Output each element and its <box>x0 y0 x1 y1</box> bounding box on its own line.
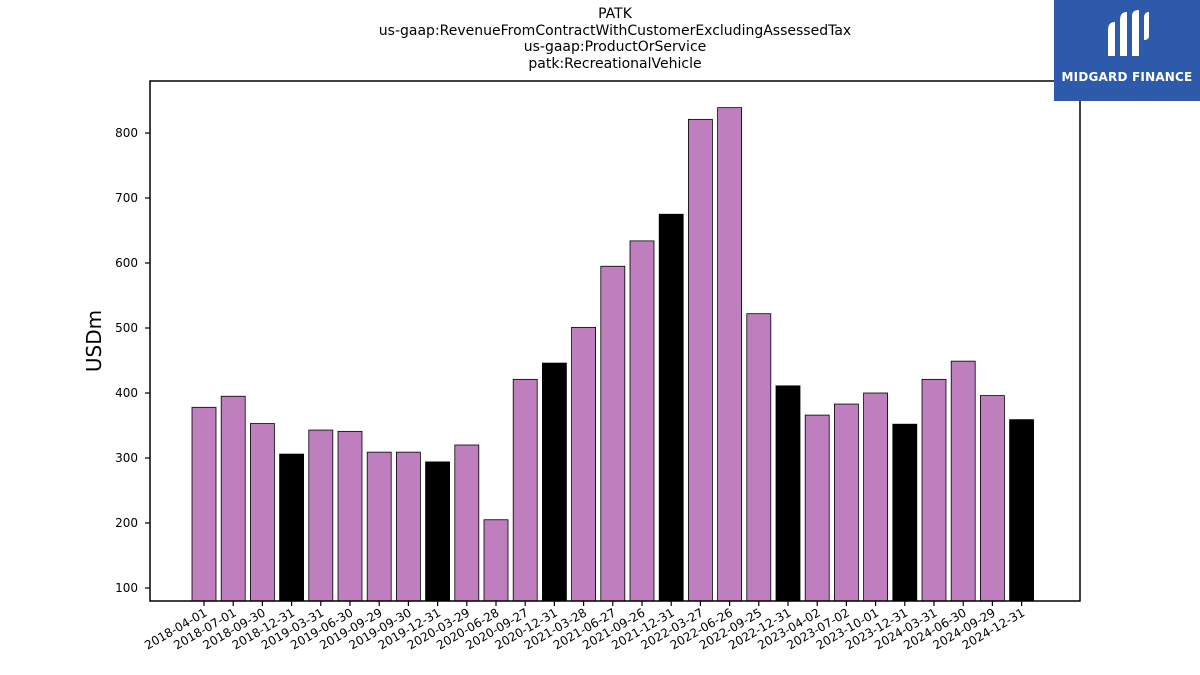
bar-2020-03-29 <box>454 444 480 602</box>
y-tick-label: 500 <box>115 321 138 335</box>
plot-frame <box>149 80 1081 602</box>
bar-2019-09-30 <box>395 451 421 602</box>
bar-2023-12-31 <box>892 423 918 602</box>
bar-2022-06-26 <box>717 107 742 602</box>
title-ticker: PATK <box>598 6 632 22</box>
bar-2018-04-01 <box>191 406 217 602</box>
bar-2019-06-30 <box>337 430 363 602</box>
bar-2023-04-02 <box>804 414 830 602</box>
bar-2022-09-25 <box>746 313 772 602</box>
bar-2021-09-26 <box>629 240 655 602</box>
bar-2020-06-28 <box>483 519 509 602</box>
title-axis: us-gaap:ProductOrService <box>523 39 707 55</box>
y-tick-label: 800 <box>115 126 138 140</box>
brand-logo: MIDGARD FINANCE <box>1054 0 1200 101</box>
bar-2023-07-02 <box>834 403 859 602</box>
y-tick-label: 300 <box>115 451 138 465</box>
bar-2021-06-27 <box>600 265 626 602</box>
bar-2022-03-27 <box>688 118 713 602</box>
bar-2024-12-31 <box>1009 419 1034 602</box>
bar-2019-09-29 <box>366 451 392 602</box>
bar-2024-06-30 <box>950 360 976 602</box>
y-tick-label: 100 <box>115 581 138 595</box>
bar-2018-07-01 <box>220 395 246 602</box>
bar-2021-12-31 <box>658 213 684 602</box>
bar-2024-03-31 <box>921 378 947 602</box>
y-tick-label: 700 <box>115 191 138 205</box>
bar-2021-03-28 <box>571 326 596 602</box>
chart-title: PATK us-gaap:RevenueFromContractWithCust… <box>150 6 1080 72</box>
bar-2020-12-31 <box>542 362 567 602</box>
title-member: patk:RecreationalVehicle <box>528 55 702 72</box>
bar-2020-09-27 <box>512 378 538 602</box>
bar-2018-12-31 <box>279 453 305 602</box>
bar-2024-09-29 <box>980 395 1005 602</box>
bar-2019-03-31 <box>308 429 334 602</box>
y-axis-label: USDm <box>82 310 106 372</box>
title-concept: us-gaap:RevenueFromContractWithCustomerE… <box>378 22 852 39</box>
bar-2022-12-31 <box>775 385 801 602</box>
bar-2018-09-30 <box>249 423 275 602</box>
logo-text: MIDGARD FINANCE <box>1061 70 1193 84</box>
y-tick-label: 200 <box>115 516 138 530</box>
y-tick-label: 400 <box>115 386 138 400</box>
bar-2023-10-01 <box>863 392 888 602</box>
midgard-logo-icon <box>1108 10 1149 56</box>
bar-2019-12-31 <box>425 461 451 602</box>
y-tick-label: 600 <box>115 256 138 270</box>
